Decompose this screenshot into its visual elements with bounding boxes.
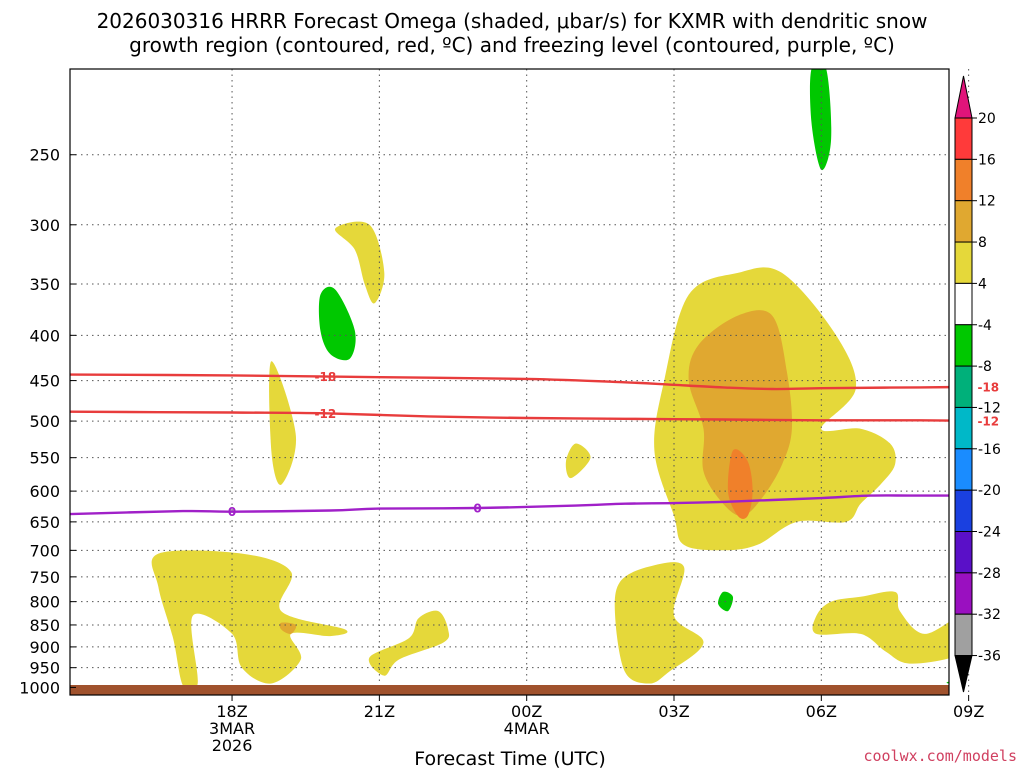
chart-title-line-1: 2026030316 HRRR Forecast Omega (shaded, …	[97, 9, 928, 33]
contour-line--18-0	[70, 373, 949, 391]
colorbar: 20 16 12 8 4 -4 -8 -12 -16 -20 -24 -28 -32 -36	[954, 75, 1001, 693]
y-tick-label-700: 700	[29, 541, 60, 560]
omega-region-13	[318, 286, 356, 361]
colorbar-label-2: 12	[978, 194, 996, 210]
colorbar-label-10: -24	[978, 525, 1001, 541]
omega-region-4	[565, 443, 591, 479]
y-tick-label-750: 750	[29, 568, 60, 587]
colorbar-swatch-0	[954, 117, 973, 160]
contour-line--12-1	[70, 410, 949, 422]
colorbar-swatch-8	[954, 448, 973, 491]
colorbar-swatch-9	[954, 489, 973, 532]
omega-region-14	[809, 69, 832, 170]
source-credit: coolwx.com/models	[863, 747, 1017, 765]
colorbar-swatch-3	[954, 241, 973, 284]
x-axis-title: Forecast Time (UTC)	[414, 748, 605, 768]
colorbar-swatch-11	[954, 572, 973, 615]
y-tick-label-400: 400	[29, 326, 60, 345]
x-tick-label-18Z-2: 2026	[212, 736, 253, 755]
colorbar-swatch-10	[954, 531, 973, 574]
omega-region-17	[946, 681, 949, 684]
colorbar-swatch-1	[954, 158, 973, 202]
colorbar-swatch-6	[954, 365, 973, 408]
colorbar-label-6: -8	[978, 359, 992, 375]
y-tick-label-500: 500	[29, 412, 60, 431]
colorbar-label-7: -12	[978, 400, 1001, 416]
x-tick-label-00Z-0: 00Z	[511, 702, 542, 721]
contour-labels: -18-18-12-120 0	[228, 370, 999, 519]
omega-region-5	[614, 562, 704, 684]
y-tick-label-850: 850	[29, 616, 60, 635]
contour-label--18-0: -18	[315, 370, 337, 384]
ground-surface-bar	[70, 685, 949, 695]
omega-region-9	[688, 310, 793, 517]
omega-region-11	[1002, 643, 1024, 654]
y-tick-label-800: 800	[29, 593, 60, 612]
colorbar-swatch-2	[954, 200, 973, 243]
omega-region-0	[151, 550, 348, 692]
y-tick-label-450: 450	[29, 372, 60, 391]
y-tick-label-550: 550	[29, 449, 60, 468]
y-tick-label-650: 650	[29, 513, 60, 532]
y-tick-label-1000: 1000	[19, 678, 60, 697]
contour-label--18-1: -18	[977, 380, 999, 394]
y-tick-label-300: 300	[29, 216, 60, 235]
colorbar-label-4: 4	[978, 276, 987, 292]
colorbar-bottom-arrow	[954, 655, 973, 693]
x-tick-label-06Z-0: 06Z	[806, 702, 837, 721]
plot-frame	[69, 68, 950, 696]
omega-region-3	[368, 610, 450, 676]
omega-shading	[151, 69, 1024, 692]
contour-line-0-2	[70, 494, 949, 516]
x-tick-label-18Z-0: 18Z	[216, 702, 247, 721]
colorbar-label-1: 16	[978, 152, 996, 168]
x-tick-label-09Z-0: 09Z	[953, 702, 984, 721]
contour-label--12-1: -12	[977, 414, 999, 428]
contour-label--12-0: -12	[315, 407, 337, 421]
colorbar-top-arrow	[954, 75, 973, 119]
y-tick-label-600: 600	[29, 482, 60, 501]
colorbar-swatch-7	[954, 406, 973, 450]
omega-region-1	[269, 361, 297, 485]
x-tick-label-18Z-1: 3MAR	[209, 719, 255, 738]
colorbar-label-0: 20	[978, 111, 996, 127]
colorbar-swatch-5	[954, 324, 973, 367]
colorbar-label-9: -20	[978, 483, 1001, 499]
chart-title-line-2: growth region (contoured, red, ºC) and f…	[129, 33, 895, 57]
colorbar-swatch-4	[954, 282, 973, 326]
colorbar-label-8: -16	[978, 442, 1001, 458]
contour-label-0-1: 0	[473, 502, 481, 516]
x-tick-label-21Z-0: 21Z	[364, 702, 395, 721]
y-axis-ticks: 250 300 350 400 450 500 550 600 650 700 750 800 850 9…	[19, 146, 76, 697]
temperature-contours	[70, 373, 949, 516]
plot-area: -18-18-12-120 0	[69, 68, 1024, 696]
grid-lines	[70, 69, 970, 695]
omega-region-7	[812, 591, 949, 664]
colorbar-swatch-12	[954, 613, 973, 657]
colorbar-label-11: -28	[978, 566, 1001, 582]
omega-region-2	[334, 221, 385, 304]
colorbar-label-12: -32	[978, 607, 1001, 623]
y-tick-label-900: 900	[29, 638, 60, 657]
y-tick-label-250: 250	[29, 146, 60, 165]
x-tick-label-03Z-0: 03Z	[658, 702, 689, 721]
contour-label-0-0: 0	[228, 505, 236, 519]
omega-region-10	[279, 622, 297, 634]
y-tick-label-350: 350	[29, 275, 60, 294]
colorbar-label-3: 8	[978, 235, 987, 251]
y-tick-label-950: 950	[29, 659, 60, 678]
colorbar-label-13: -36	[978, 649, 1001, 665]
x-tick-label-00Z-1: 4MAR	[504, 719, 550, 738]
colorbar-label-5: -4	[978, 318, 992, 334]
